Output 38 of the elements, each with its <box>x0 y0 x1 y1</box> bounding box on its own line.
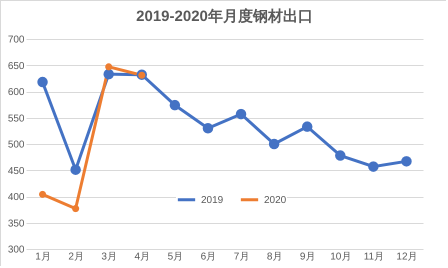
x-tick-label: 1月 <box>35 252 51 262</box>
x-tick-label: 3月 <box>101 252 117 262</box>
point <box>39 190 46 198</box>
y-tick-label: 650 <box>8 60 25 72</box>
point <box>368 161 379 172</box>
chart-title: 2019-2020年月度钢材出口 <box>136 7 313 25</box>
point <box>335 150 346 161</box>
x-tick-label: 10月 <box>330 252 352 262</box>
x-tick-label: 12月 <box>396 252 418 262</box>
x-tick-label: 4月 <box>134 252 150 262</box>
y-tick-label: 350 <box>8 218 25 230</box>
point <box>202 123 214 134</box>
x-tick-label: 6月 <box>200 252 216 262</box>
legend-label: 2020 <box>264 194 287 206</box>
y-tick-label: 600 <box>8 87 25 98</box>
y-tick-label: 450 <box>8 166 25 177</box>
y-tick-label: 500 <box>8 140 25 150</box>
point <box>72 205 80 212</box>
point <box>268 138 280 150</box>
point <box>236 108 246 120</box>
point <box>401 156 412 167</box>
x-tick-label: 11月 <box>364 252 384 262</box>
x-tick-label: 5月 <box>168 252 184 262</box>
y-tick-label: 550 <box>8 113 25 124</box>
point <box>103 68 114 80</box>
point <box>105 63 112 70</box>
point <box>170 100 180 110</box>
point <box>302 121 312 132</box>
x-tick-label: 8月 <box>266 252 282 262</box>
y-tick-label: 700 <box>8 34 25 46</box>
y-tick-label: 400 <box>8 192 25 203</box>
point <box>37 76 48 88</box>
y-tick-label: 300 <box>8 244 25 256</box>
legend-label: 2019 <box>201 194 224 206</box>
x-tick-label: 2月 <box>68 252 84 262</box>
point <box>70 164 81 175</box>
x-tick-label: 7月 <box>234 252 250 262</box>
x-tick-label: 9月 <box>300 252 316 262</box>
